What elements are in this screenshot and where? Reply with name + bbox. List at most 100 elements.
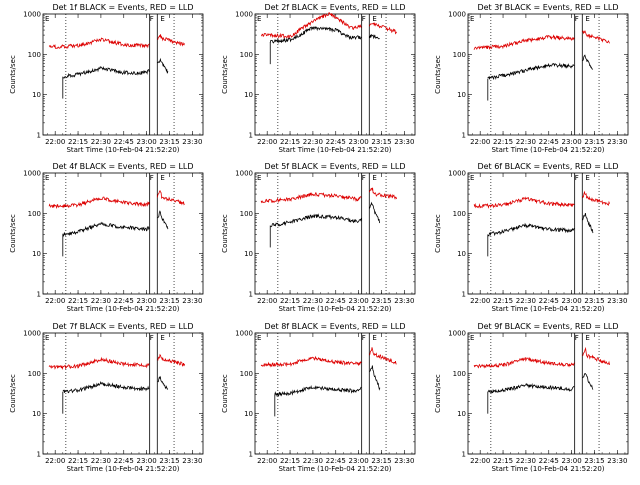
y-axis-label: Counts/sec [434, 55, 442, 94]
x-tick-label: 22:15 [68, 457, 88, 465]
y-tick-label: 1000 [23, 170, 41, 178]
x-axis-label: Start Time (10-Feb-04 21:52:20) [491, 465, 604, 473]
x-tick-label: 23:00 [349, 297, 369, 305]
x-tick-label: 22:30 [516, 297, 536, 305]
panel-title: Det 8f BLACK = Events, RED = LLD [264, 322, 405, 331]
x-tick-label: 23:00 [137, 138, 157, 146]
plot-frame [42, 172, 204, 295]
x-tick-label: 22:45 [114, 138, 134, 146]
x-tick-label: 23:15 [159, 138, 179, 146]
segment-annotation: E [372, 15, 376, 23]
y-tick-label: 10 [32, 410, 41, 418]
events-series-line [62, 57, 169, 79]
x-axis-label: Start Time (10-Feb-04 21:52:20) [66, 465, 179, 473]
x-axis-label: Start Time (10-Feb-04 21:52:20) [278, 465, 391, 473]
y-tick-label: 100 [453, 51, 466, 59]
x-tick-label: 22:00 [257, 457, 277, 465]
y-tick-label: 100 [453, 210, 466, 218]
x-tick-label: 22:30 [303, 138, 323, 146]
y-axis-label: Counts/sec [221, 214, 229, 253]
lld-series-line [48, 190, 185, 209]
y-tick-label: 1 [462, 132, 466, 140]
y-tick-label: 1000 [448, 11, 466, 19]
x-tick-label: 22:30 [303, 457, 323, 465]
segment-annotation: E [257, 174, 261, 182]
x-tick-label: 23:15 [584, 138, 604, 146]
segment-annotation: F [150, 15, 154, 23]
x-tick-label: 22:45 [326, 457, 346, 465]
x-axis-label: Start Time (10-Feb-04 21:52:20) [278, 305, 391, 313]
segment-annotation: E [160, 15, 164, 23]
lld-series-line [260, 347, 397, 368]
events-series-line [274, 365, 381, 397]
x-tick-label: 23:15 [159, 457, 179, 465]
panel-det-9: Det 9f BLACK = Events, RED = LLD 1 10 100 10… [434, 322, 629, 473]
x-axis-label: Start Time (10-Feb-04 21:52:20) [278, 146, 391, 154]
panel-det-1: Det 1f BLACK = Events, RED = LLD 1 10 100 10… [9, 3, 204, 154]
y-tick-label: 10 [32, 250, 41, 258]
panel-title: Det 2f BLACK = Events, RED = LLD [264, 3, 405, 12]
x-tick-label: 23:15 [584, 297, 604, 305]
x-axis-label: Start Time (10-Feb-04 21:52:20) [491, 146, 604, 154]
panel-title: Det 5f BLACK = Events, RED = LLD [264, 162, 405, 171]
x-tick-label: 22:30 [91, 297, 111, 305]
x-tick-label: 23:00 [562, 138, 582, 146]
y-axis-label: Counts/sec [221, 374, 229, 413]
segment-annotation: E [470, 334, 474, 342]
x-tick-label: 22:00 [257, 297, 277, 305]
lld-series-line [48, 353, 185, 371]
y-tick-label: 10 [244, 410, 253, 418]
y-tick-label: 1 [462, 451, 466, 459]
plot-frame [467, 172, 629, 295]
events-series-line [62, 210, 169, 238]
x-tick-label: 23:30 [394, 138, 414, 146]
segment-annotation: E [160, 334, 164, 342]
y-tick-label: 100 [240, 370, 253, 378]
panel-det-2: Det 2f BLACK = Events, RED = LLD 1 10 100 10… [221, 3, 416, 154]
plot-frame [42, 332, 204, 455]
x-axis-label: Start Time (10-Feb-04 21:52:20) [66, 305, 179, 313]
y-tick-label: 1000 [23, 330, 41, 338]
panel-det-3: Det 3f BLACK = Events, RED = LLD 1 10 100 10… [434, 3, 629, 154]
segment-annotation: E [160, 174, 164, 182]
events-series-line [269, 25, 380, 44]
y-tick-label: 10 [457, 91, 466, 99]
x-tick-label: 22:00 [45, 457, 65, 465]
x-tick-label: 22:45 [114, 457, 134, 465]
events-series-line [270, 201, 380, 228]
y-tick-label: 100 [28, 210, 41, 218]
x-tick-label: 22:30 [516, 138, 536, 146]
x-tick-label: 23:30 [182, 138, 202, 146]
panel-title: Det 7f BLACK = Events, RED = LLD [52, 322, 193, 331]
segment-annotation: E [372, 174, 376, 182]
y-tick-label: 1 [37, 132, 41, 140]
y-tick-label: 10 [244, 91, 253, 99]
lld-series-line [473, 30, 610, 51]
x-tick-label: 23:15 [159, 297, 179, 305]
x-tick-label: 23:30 [182, 297, 202, 305]
panel-title: Det 6f BLACK = Events, RED = LLD [477, 162, 618, 171]
x-tick-label: 22:15 [493, 138, 513, 146]
panel-title: Det 9f BLACK = Events, RED = LLD [477, 322, 618, 331]
segment-annotation: F [362, 15, 366, 23]
lld-series-line [261, 12, 397, 39]
x-tick-label: 22:00 [45, 138, 65, 146]
y-tick-label: 1 [37, 451, 41, 459]
panel-det-5: Det 5f BLACK = Events, RED = LLD 1 10 100 10… [221, 162, 416, 313]
x-tick-label: 23:00 [349, 457, 369, 465]
x-tick-label: 22:00 [470, 138, 490, 146]
segment-annotation: F [575, 174, 579, 182]
x-tick-label: 22:45 [326, 297, 346, 305]
y-tick-label: 1 [462, 291, 466, 299]
y-tick-label: 1000 [23, 11, 41, 19]
x-tick-label: 23:30 [394, 297, 414, 305]
y-axis-label: Counts/sec [221, 55, 229, 94]
x-tick-label: 23:30 [607, 297, 627, 305]
plot-frame [42, 13, 204, 136]
segment-annotation: E [470, 15, 474, 23]
lld-series-line [473, 190, 610, 209]
x-tick-label: 23:00 [562, 457, 582, 465]
x-tick-label: 22:15 [68, 297, 88, 305]
